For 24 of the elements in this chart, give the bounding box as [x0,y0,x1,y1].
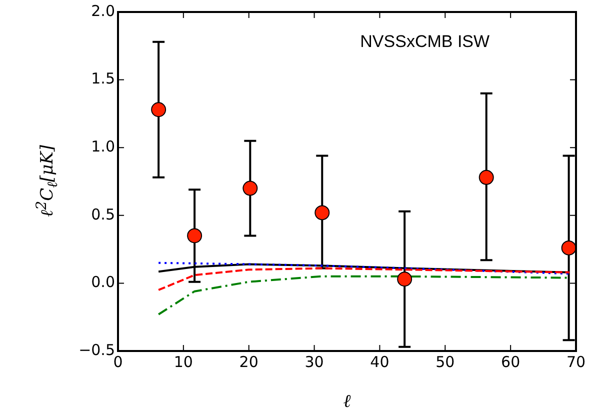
x-axis-title: ℓ [343,390,352,412]
x-tick-label: 10 [174,352,193,371]
y-tick-label: 1.0 [91,137,115,156]
x-tick-label: 70 [566,352,586,371]
x-tick-label: 50 [436,352,455,371]
point [187,228,202,244]
point [397,272,412,287]
y-tick-label: 0.5 [91,205,115,224]
point [478,170,494,185]
point [561,240,576,256]
line-series [158,267,570,291]
x-tick-label: 40 [370,352,390,371]
x-tick-label: 30 [304,352,324,371]
x-tick-label: 0 [113,352,123,371]
point [242,180,258,196]
annotation: NVSSxCMB ISW [360,32,490,52]
y-tick-label: 1.5 [91,70,115,88]
x-tick-label: 20 [239,352,258,371]
y-tick-label: −0.5 [78,340,115,359]
y-tick-label: 0.0 [91,273,115,292]
y-tick-label: 2.0 [91,2,115,20]
point [151,102,166,118]
x-tick-label: 60 [501,352,520,371]
point [314,205,330,220]
